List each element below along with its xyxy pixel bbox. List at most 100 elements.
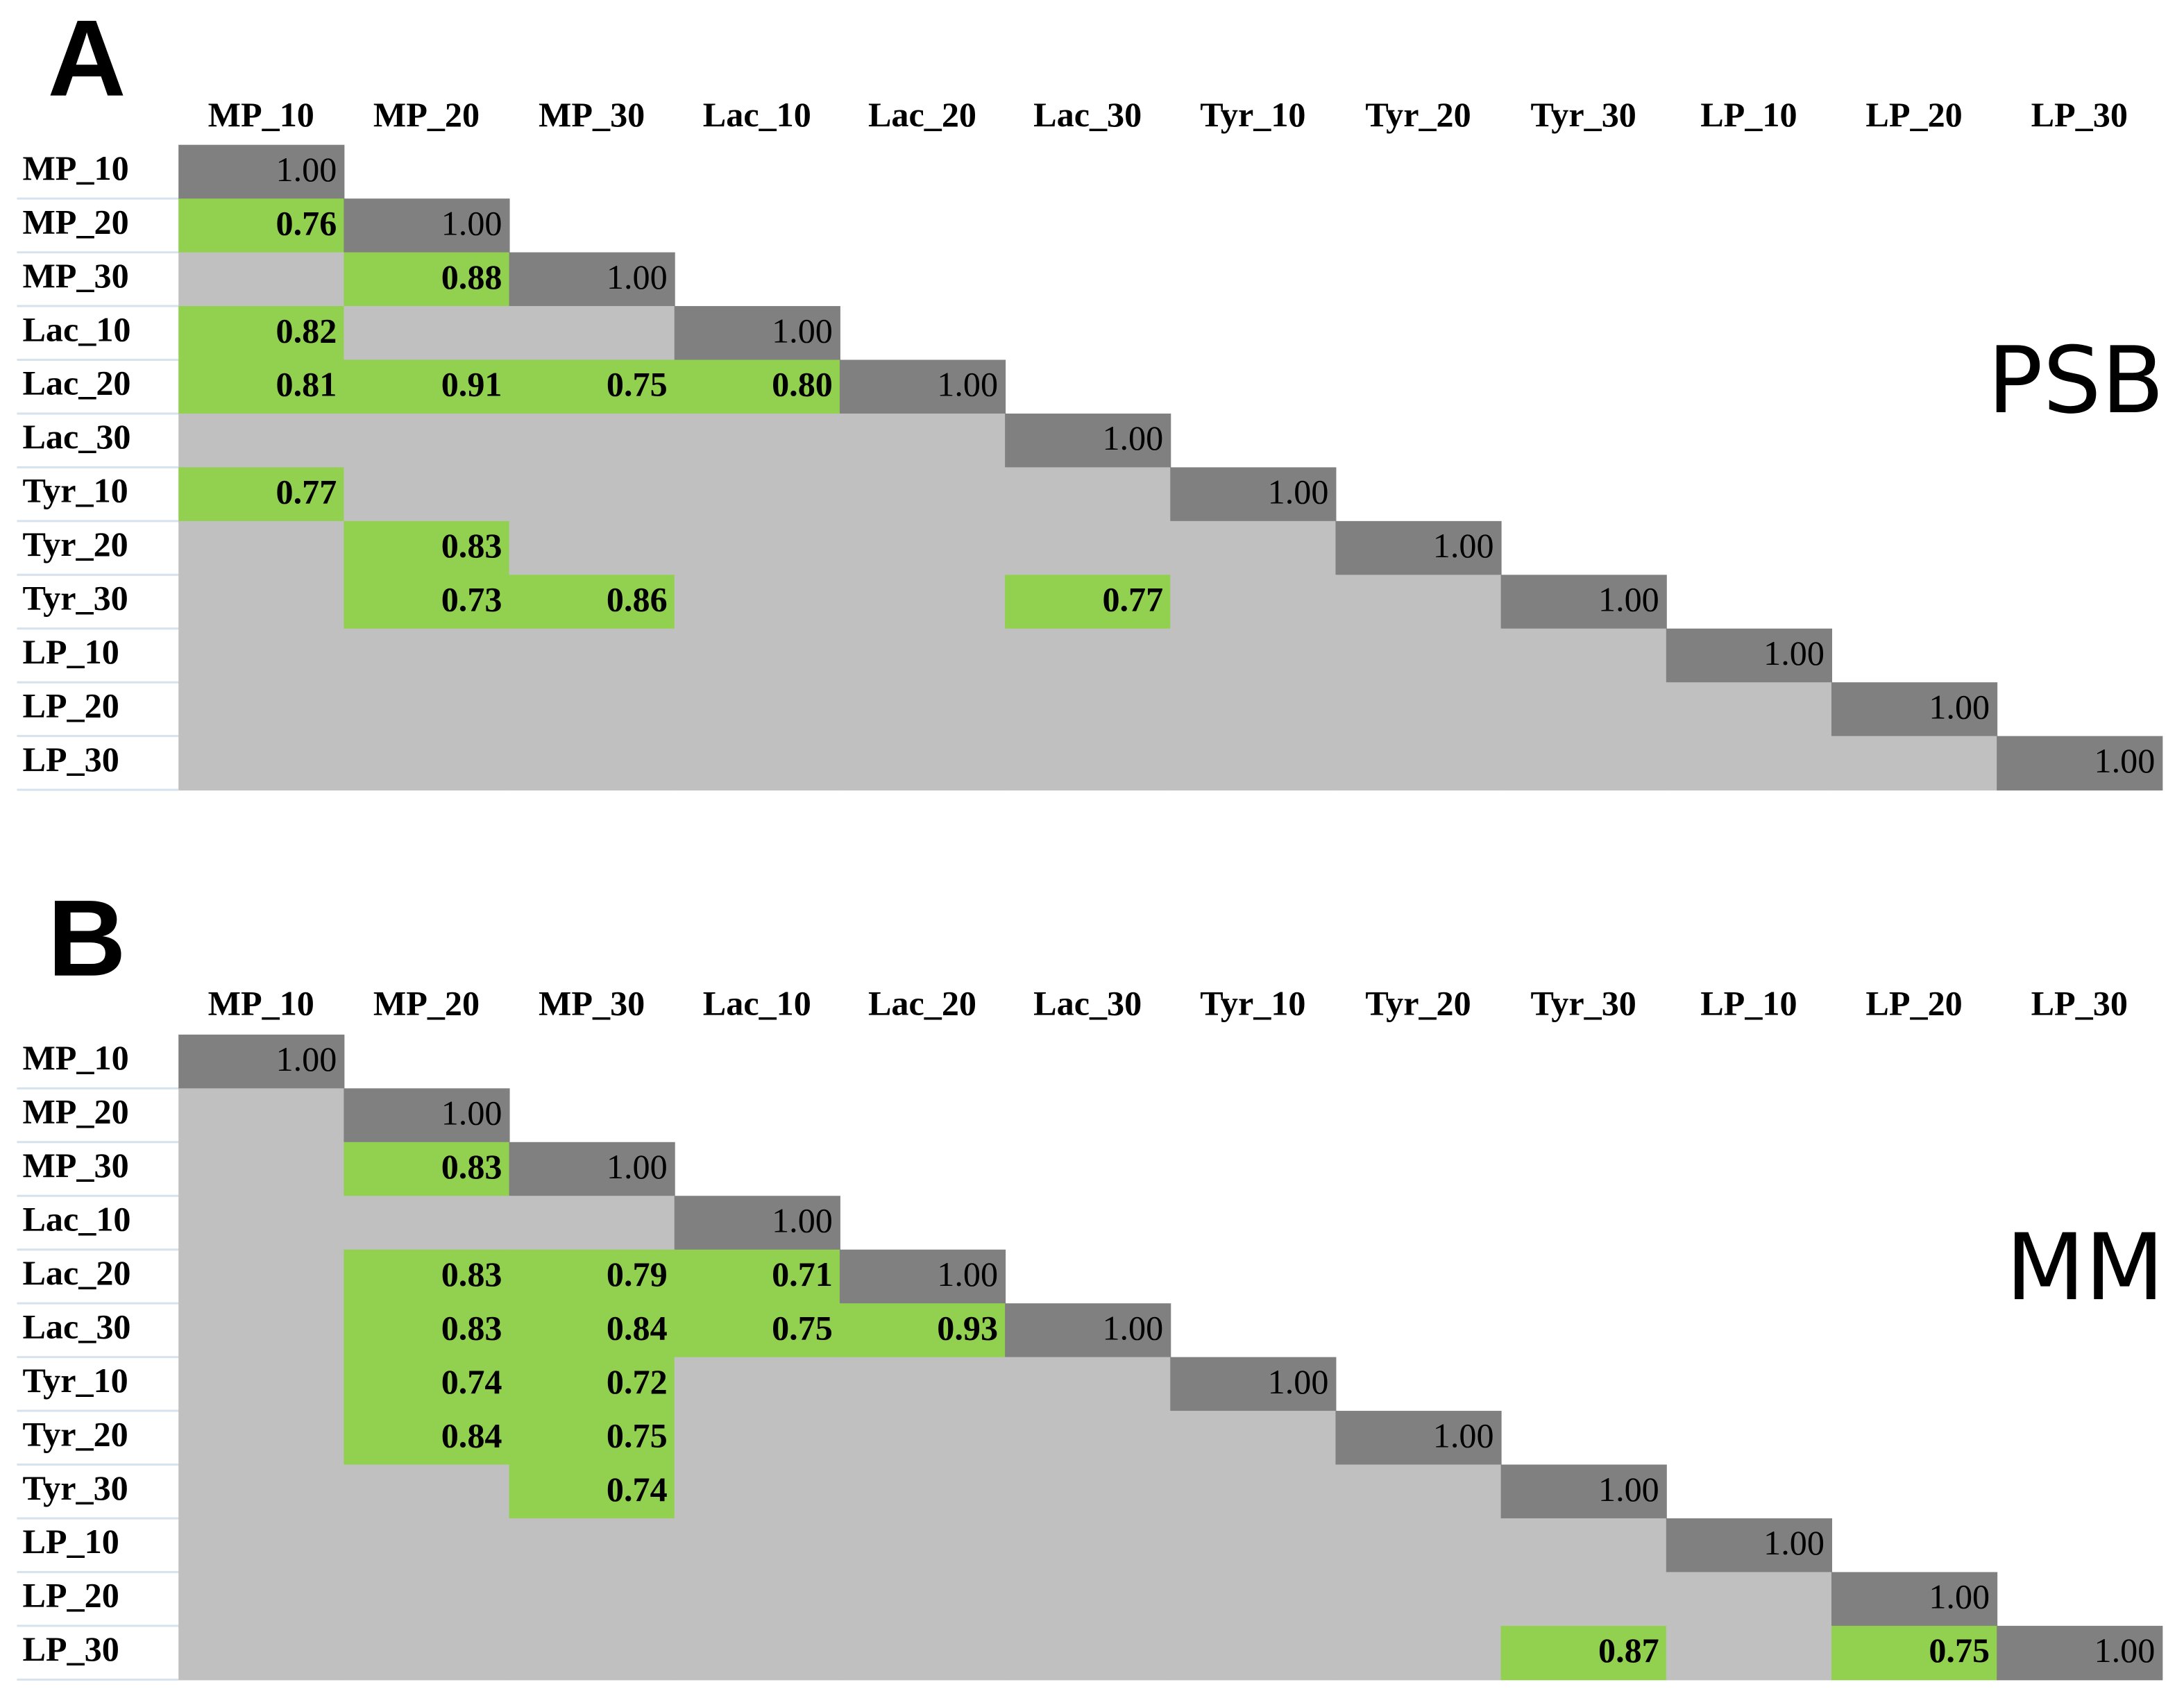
matrix-cell (839, 1411, 1006, 1466)
panel: B MM MP_10 MP_20 MP_30 Lac_10 Lac_20 Lac_30 Tyr_… (17, 878, 2165, 1681)
matrix-cell (178, 144, 345, 200)
correlation-value: 0.74 (607, 1470, 668, 1509)
matrix-cell (178, 575, 345, 629)
row-header: LP_30 (22, 740, 119, 779)
row-header: LP_30 (22, 1629, 119, 1668)
correlation-value: 0.77 (1102, 580, 1163, 619)
matrix-cell (1831, 736, 1998, 791)
column-header: Lac_10 (703, 983, 811, 1022)
matrix-cell (839, 1625, 1006, 1681)
row-header: Tyr_20 (22, 1414, 128, 1453)
matrix-cell (178, 1411, 345, 1466)
matrix-cell (1500, 1464, 1667, 1519)
row-header: Tyr_30 (22, 579, 128, 618)
matrix-cell (1005, 467, 1171, 522)
matrix-cell (839, 1357, 1006, 1412)
matrix-cell (509, 520, 675, 576)
diagonal-value: 1.00 (1102, 418, 1163, 457)
matrix-cell (509, 628, 675, 684)
correlation-value: 0.75 (607, 365, 668, 404)
row-header: MP_10 (22, 1038, 128, 1077)
diagonal-value: 1.00 (1763, 1523, 1825, 1562)
column-header: Lac_20 (868, 95, 976, 134)
diagonal-value: 1.00 (1268, 473, 1329, 511)
matrix-cell (178, 736, 345, 791)
matrix-cell (178, 1357, 345, 1412)
diagonal-value: 1.00 (1598, 1470, 1659, 1509)
matrix-cell (1335, 736, 1502, 791)
row-header: Lac_10 (22, 309, 130, 348)
matrix-cell (344, 198, 510, 253)
matrix-cell (1500, 1572, 1667, 1627)
column-header: Lac_20 (868, 983, 976, 1022)
matrix-cell (674, 1357, 840, 1412)
matrix-cell (344, 1142, 510, 1197)
matrix-cell (1335, 1572, 1502, 1627)
correlation-value: 0.77 (276, 473, 337, 511)
matrix-cell (1831, 1625, 1998, 1681)
column-header: MP_30 (539, 983, 645, 1022)
correlation-value: 0.79 (607, 1255, 668, 1294)
column-header: MP_10 (208, 983, 314, 1022)
matrix-cell (839, 520, 1006, 576)
matrix-cell (509, 1625, 675, 1681)
correlation-value: 0.81 (276, 365, 337, 404)
matrix-cell (178, 1196, 345, 1250)
matrix-cell (674, 413, 840, 468)
column-header: Tyr_10 (1200, 95, 1305, 134)
correlation-value: 0.87 (1598, 1631, 1659, 1670)
matrix-cell (509, 736, 675, 791)
diagonal-value: 1.00 (607, 257, 668, 296)
column-header: Tyr_20 (1365, 95, 1471, 134)
matrix-cell (509, 1142, 675, 1197)
matrix-cell (344, 467, 510, 522)
correlation-value: 0.84 (441, 1416, 502, 1455)
matrix-cell (509, 413, 675, 468)
matrix-cell (178, 1249, 345, 1305)
matrix-cell (1005, 413, 1171, 468)
correlation-value: 0.83 (441, 1308, 502, 1347)
correlation-value: 0.76 (276, 203, 337, 242)
row-header: Lac_20 (22, 364, 130, 402)
column-header: Tyr_30 (1531, 95, 1636, 134)
row-header: Tyr_20 (22, 525, 128, 563)
matrix-cell (344, 1249, 510, 1305)
matrix-cell (1666, 1518, 1832, 1573)
correlation-value: 0.86 (607, 580, 668, 619)
matrix-cell (674, 1464, 840, 1519)
row-header: MP_20 (22, 202, 128, 241)
matrix-cell (674, 1196, 840, 1250)
matrix-cell (1500, 1625, 1667, 1681)
diagonal-value: 1.00 (441, 203, 502, 242)
correlation-value: 0.83 (441, 526, 502, 565)
matrix-cell (1500, 682, 1667, 737)
row-header: Lac_10 (22, 1199, 130, 1238)
matrix-cell (674, 628, 840, 684)
matrix-cell (1666, 682, 1832, 737)
matrix-cell (674, 1625, 840, 1681)
matrix-cell (1005, 628, 1171, 684)
diagonal-value: 1.00 (1433, 1416, 1494, 1455)
matrix-cell (1335, 628, 1502, 684)
matrix-cell (178, 359, 345, 414)
matrix-cell (344, 736, 510, 791)
matrix-cell (1170, 628, 1337, 684)
matrix-cell (1831, 682, 1998, 737)
matrix-cell (1666, 628, 1832, 684)
diagonal-value: 1.00 (276, 1040, 337, 1078)
column-header: Lac_30 (1033, 95, 1142, 134)
matrix-cell (1005, 575, 1171, 629)
matrix-cell (344, 1088, 510, 1143)
matrix-cell (674, 520, 840, 576)
matrix-cell (509, 575, 675, 629)
column-header: Tyr_10 (1200, 983, 1305, 1022)
panel-condition: MM (2006, 1214, 2165, 1321)
matrix-cell (1997, 1625, 2163, 1681)
matrix-cell (1170, 467, 1337, 522)
matrix-cell (1831, 1572, 1998, 1627)
matrix-cell (178, 520, 345, 576)
matrix-cell (1500, 628, 1667, 684)
matrix-cell (344, 520, 510, 576)
matrix-cell (839, 1572, 1006, 1627)
